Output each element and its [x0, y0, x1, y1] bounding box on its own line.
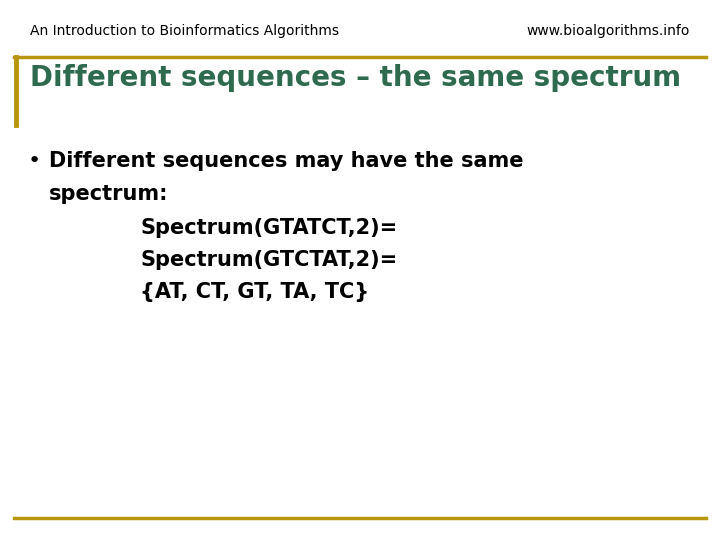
Text: •: • [27, 151, 40, 171]
Text: Different sequences may have the same: Different sequences may have the same [49, 151, 523, 171]
Text: Spectrum(GTATCT,2)=: Spectrum(GTATCT,2)= [140, 218, 397, 238]
Text: An Introduction to Bioinformatics Algorithms: An Introduction to Bioinformatics Algori… [30, 24, 339, 38]
Text: spectrum:: spectrum: [49, 184, 168, 204]
Text: Different sequences – the same spectrum: Different sequences – the same spectrum [30, 64, 681, 92]
Text: www.bioalgorithms.info: www.bioalgorithms.info [526, 24, 690, 38]
Text: Spectrum(GTCTAT,2)=: Spectrum(GTCTAT,2)= [140, 250, 397, 270]
Text: {AT, CT, GT, TA, TC}: {AT, CT, GT, TA, TC} [140, 282, 369, 302]
